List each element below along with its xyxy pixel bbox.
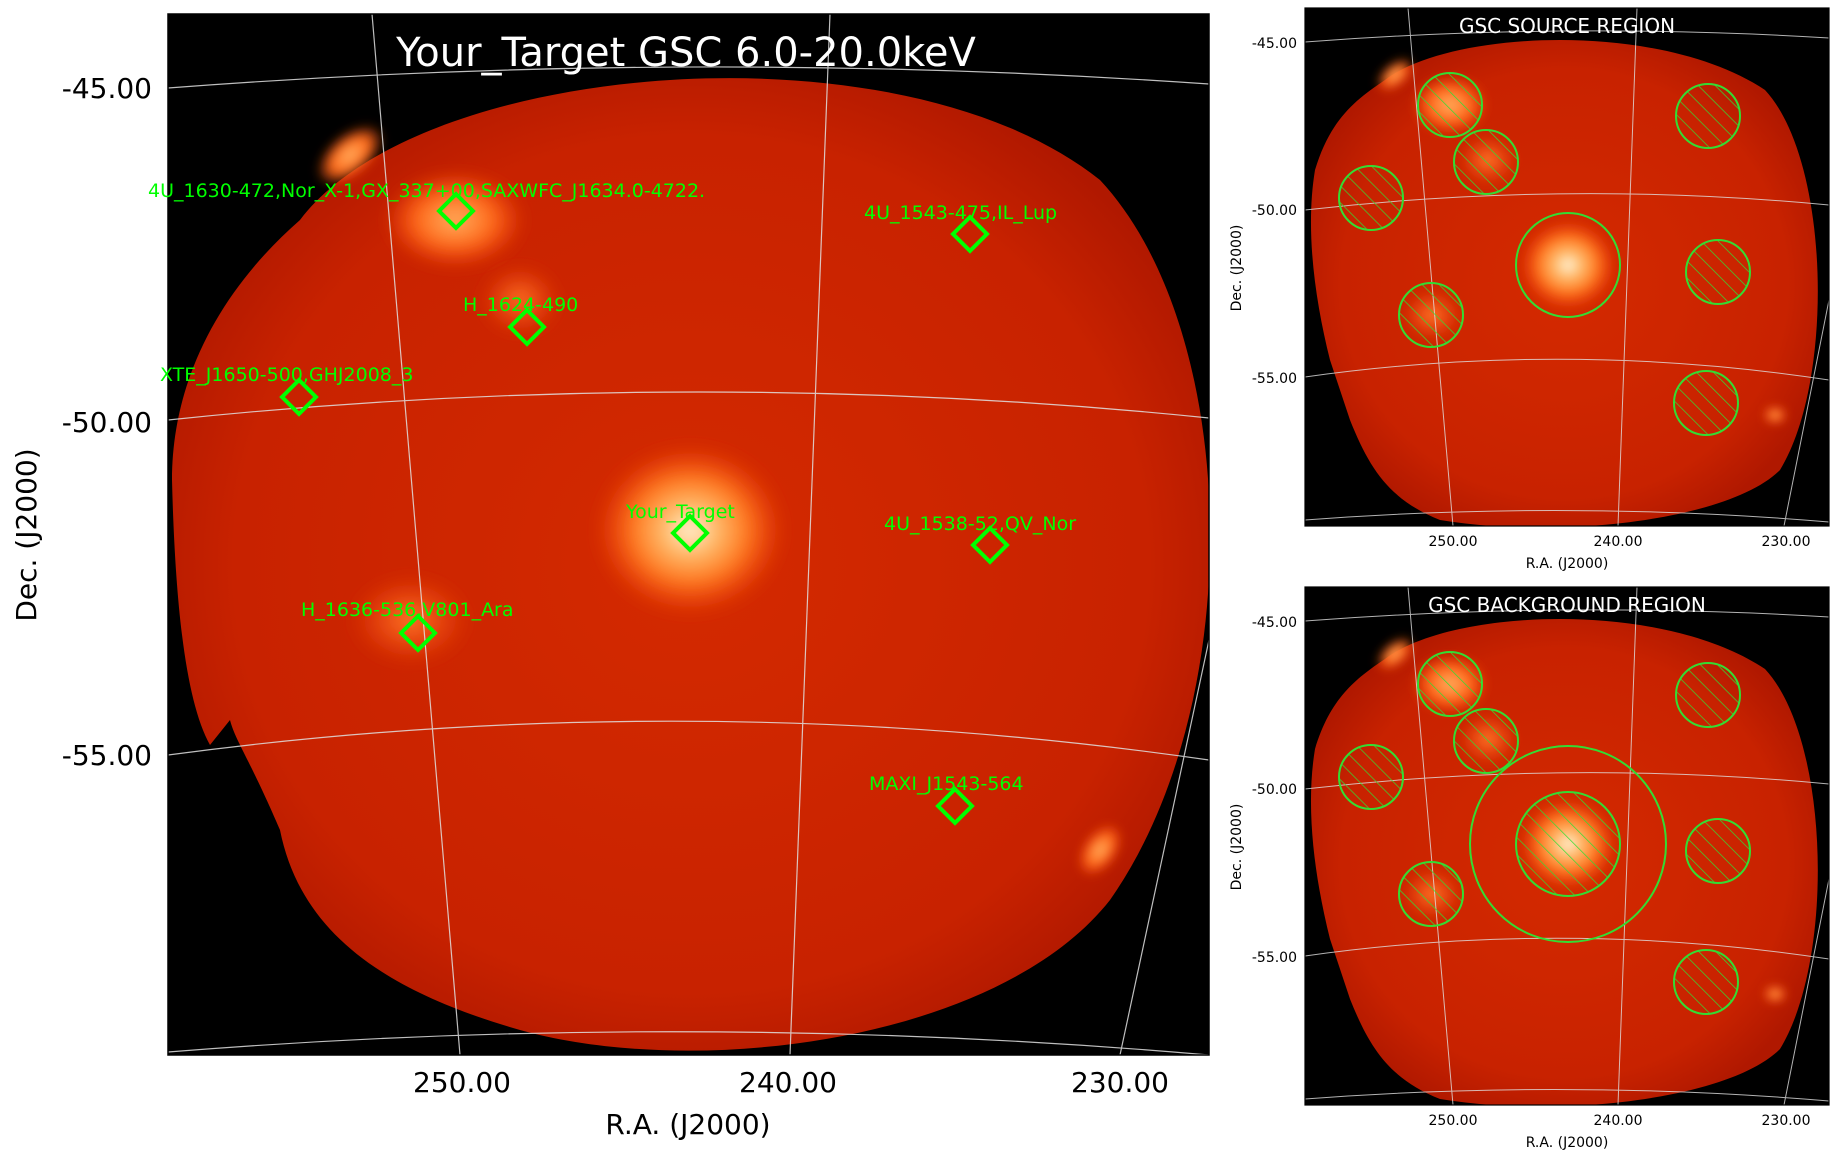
dec-tick-label: -50.00 [1252,782,1297,798]
main-emission [316,124,1123,877]
main-panel: 4U_1630-472,Nor_X-1,GX_337+00,SAXWFC_J16… [10,13,1210,1141]
dec-tick-label: -55.00 [1252,371,1297,387]
marker-h1636[interactable] [398,613,438,653]
marker-maxi1543[interactable] [935,786,975,826]
main-coordinate-grid [168,14,1209,1055]
dec-tick-label: -45.00 [1252,36,1297,52]
source-label: Your_Target [625,501,735,523]
main-frame [167,13,1210,1056]
background-region-circle[interactable] [1673,370,1739,436]
marker-h1624[interactable] [507,307,547,347]
source-panel-title: GSC SOURCE REGION [1459,14,1675,38]
ra-tick-label: 230.00 [1071,1066,1169,1099]
ra-tick-label: 250.00 [1429,1113,1478,1129]
ra-tick-label: 240.00 [1594,1113,1643,1129]
marker-xte1650[interactable] [279,377,319,417]
source-label: 4U_1538-52,QV_Nor [884,513,1076,535]
background-region-panel: GSC BACKGROUND REGION -45.00 -50.00 -55.… [1229,586,1830,1151]
source-panel-frame [1304,7,1830,527]
source-y-axis-label: Dec. (J2000) [1229,225,1245,312]
marker-4u1543[interactable] [950,214,990,254]
background-region-circle[interactable] [1675,662,1741,728]
background-x-axis-label: R.A. (J2000) [1526,1135,1609,1151]
source-region-circle[interactable] [1515,212,1621,318]
source-label: H_1624-490 [463,294,578,316]
dec-tick-label: -55.00 [62,739,152,772]
background-region-circle[interactable] [1673,949,1739,1015]
ra-tick-label: 230.00 [1762,534,1811,550]
marker-4u1538[interactable] [970,525,1010,565]
source-region-panel: GSC SOURCE REGION -45.00 -50.00 -55.00 2… [1229,7,1830,572]
dec-tick-label: -55.00 [1252,950,1297,966]
background-panel-frame [1304,586,1830,1106]
ra-tick-label: 240.00 [1594,534,1643,550]
background-region-circle[interactable] [1685,818,1751,884]
dec-tick-label: -50.00 [62,406,152,439]
background-region-circle[interactable] [1675,83,1741,149]
background-coordinate-grid [1305,587,1829,1105]
background-region-circle[interactable] [1338,165,1404,231]
marker-your-target[interactable] [670,513,710,553]
background-panel-title: GSC BACKGROUND REGION [1428,593,1706,617]
background-region-circle[interactable] [1417,651,1483,717]
dec-tick-label: -45.00 [62,72,152,105]
background-region-circle[interactable] [1515,791,1621,897]
ra-tick-label: 250.00 [1429,534,1478,550]
main-x-axis-label: R.A. (J2000) [605,1108,770,1141]
exclusion-annulus-circle[interactable] [1469,745,1667,943]
background-region-circle[interactable] [1338,744,1404,810]
main-title: Your_Target GSC 6.0-20.0keV [395,30,976,76]
ra-tick-label: 240.00 [739,1066,837,1099]
background-region-circle[interactable] [1398,861,1464,927]
source-label: 4U_1630-472,Nor_X-1,GX_337+00,SAXWFC_J16… [148,180,705,202]
dec-tick-label: -45.00 [1252,615,1297,631]
background-y-axis-label: Dec. (J2000) [1229,804,1245,891]
source-x-axis-label: R.A. (J2000) [1526,556,1609,572]
ra-tick-label: 230.00 [1762,1113,1811,1129]
dec-tick-label: -50.00 [1252,203,1297,219]
background-region-circle[interactable] [1685,239,1751,305]
background-region-circle[interactable] [1453,708,1519,774]
source-label: MAXI_J1543-564 [869,773,1024,795]
source-label: 4U_1543-475,IL_Lup [864,202,1057,224]
marker-4u1630[interactable] [436,191,476,231]
source-label: XTE_J1650-500,GHJ2008_3 [160,364,413,386]
ra-tick-label: 250.00 [413,1066,511,1099]
main-y-axis-label: Dec. (J2000) [10,448,43,621]
background-region-circle[interactable] [1398,282,1464,348]
background-region-circle[interactable] [1417,72,1483,138]
background-region-circle[interactable] [1453,129,1519,195]
source-label: H_1636-536,V801_Ara [301,599,514,621]
